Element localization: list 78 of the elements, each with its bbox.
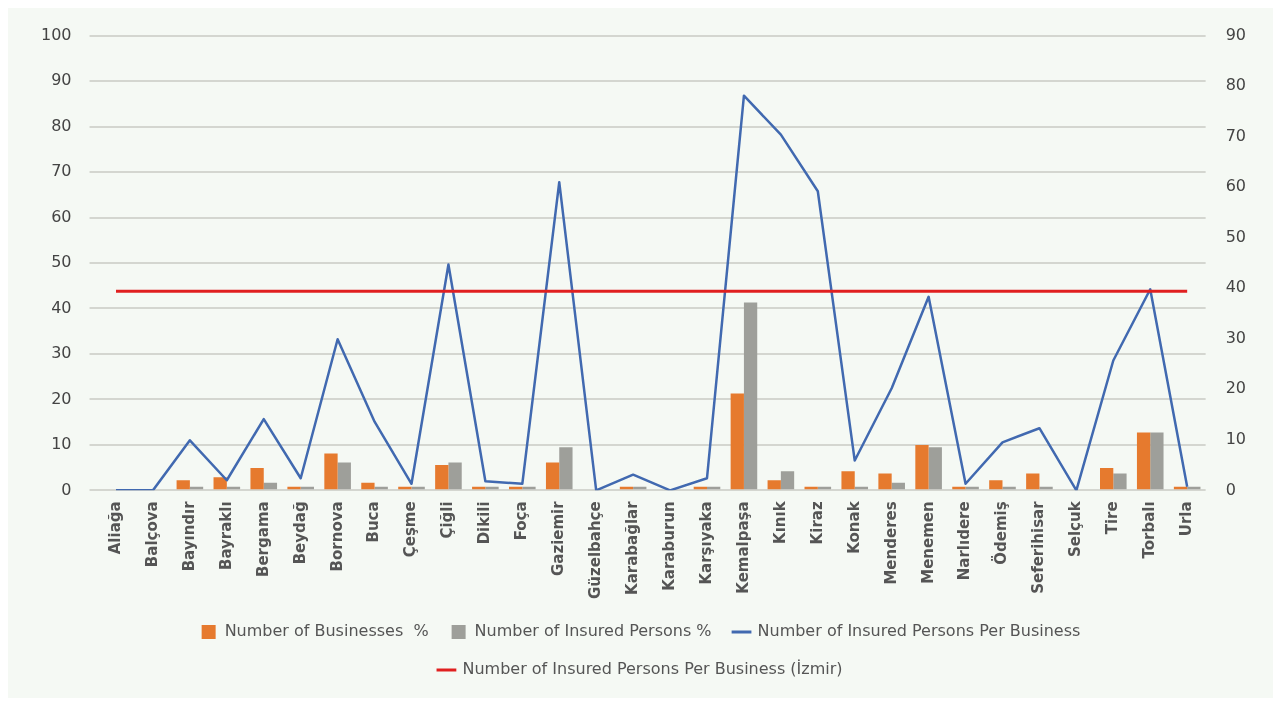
- y2-tick-label: 20: [1225, 378, 1246, 398]
- x-tick-label: Selçuk: [1066, 500, 1085, 558]
- x-tick-label: Karaburun: [659, 501, 678, 591]
- x-tick-label: Bayraklı: [216, 501, 235, 571]
- bar: [337, 462, 351, 490]
- y-tick-label: 60: [51, 206, 72, 226]
- y-tick-label: 10: [51, 434, 72, 454]
- x-tick-label: Menderes: [881, 501, 900, 585]
- y2-tick-label: 80: [1225, 75, 1246, 95]
- x-tick-label: Bayındır: [179, 500, 198, 572]
- x-tick-label: Kemalpaşa: [733, 501, 752, 594]
- y2-tick-label: 70: [1225, 125, 1246, 145]
- bar: [1136, 432, 1151, 490]
- y-tick-label: 30: [51, 343, 72, 363]
- bar: [176, 480, 190, 490]
- bar: [743, 302, 758, 490]
- x-tick-label: Narlıdere: [955, 501, 974, 581]
- legend-label: Number of Businesses %: [224, 621, 429, 641]
- x-tick-label: Karabağlar: [623, 500, 642, 595]
- x-tick-label: Çiğli: [438, 501, 457, 539]
- y-tick-label: 70: [51, 161, 72, 181]
- y2-tick-label: 30: [1225, 327, 1246, 347]
- y-tick-label: 20: [51, 388, 72, 408]
- x-tick-label: Balçova: [142, 501, 161, 568]
- bar: [1026, 473, 1040, 490]
- legend-label: Number of Insured Persons Per Business: [757, 621, 1081, 641]
- y2-tick-label: 10: [1225, 428, 1246, 448]
- legend-label: Number of Insured Persons Per Business (İzmir): [462, 659, 843, 679]
- x-tick-label: Ödemiş: [991, 501, 1011, 565]
- bar: [1100, 468, 1114, 490]
- bar: [435, 464, 449, 490]
- bar: [767, 480, 781, 490]
- y-tick-label: 0: [61, 479, 72, 499]
- x-tick-label: Bornova: [327, 501, 346, 572]
- bar: [361, 482, 375, 490]
- y-tick-label: 90: [51, 70, 72, 90]
- bar: [1150, 432, 1164, 490]
- bar: [559, 447, 573, 490]
- bar: [928, 447, 942, 490]
- x-tick-label: Çeşme: [401, 501, 420, 558]
- x-tick-label: Gaziemir: [549, 500, 568, 577]
- x-tick-label: Bergama: [253, 501, 272, 577]
- x-tick-label: Kınık: [770, 500, 789, 544]
- x-tick-label: Karşıyaka: [696, 501, 715, 585]
- x-tick-label: Dikili: [475, 501, 494, 545]
- y-tick-label: 40: [51, 297, 72, 317]
- bar: [989, 480, 1003, 490]
- y2-tick-label: 40: [1225, 277, 1246, 297]
- bar: [324, 453, 338, 490]
- bar: [545, 462, 560, 490]
- y-tick-label: 100: [40, 24, 72, 44]
- bar: [730, 393, 744, 490]
- x-tick-label: Konak: [844, 500, 863, 554]
- legend-label: Number of Insured Persons %: [474, 621, 712, 641]
- x-tick-label: Aliağa: [105, 501, 124, 555]
- y2-tick-label: 90: [1225, 24, 1246, 44]
- bar: [878, 473, 892, 490]
- x-tick-label: Torbalı: [1140, 501, 1159, 559]
- x-tick-label: Tire: [1103, 501, 1122, 535]
- x-tick-label: Kiraz: [807, 501, 826, 545]
- x-tick-label: Güzelbahçe: [586, 501, 605, 599]
- bar: [1113, 473, 1127, 490]
- x-tick-label: Seferihisar: [1029, 500, 1048, 594]
- x-tick-label: Buca: [364, 501, 383, 543]
- y-tick-label: 80: [51, 115, 72, 135]
- x-tick-label: Menemen: [918, 501, 937, 584]
- bar: [448, 462, 462, 490]
- bar: [250, 468, 264, 490]
- y2-tick-label: 50: [1225, 226, 1246, 246]
- x-tick-label: Beydağ: [290, 501, 309, 565]
- y2-tick-label: 0: [1225, 479, 1236, 499]
- x-tick-label: Urla: [1177, 501, 1196, 537]
- x-tick-label: Foça: [512, 501, 531, 541]
- bar: [915, 444, 929, 490]
- bar: [841, 471, 855, 490]
- bar: [780, 471, 795, 490]
- y-tick-label: 50: [51, 252, 72, 272]
- y2-tick-label: 60: [1225, 176, 1246, 196]
